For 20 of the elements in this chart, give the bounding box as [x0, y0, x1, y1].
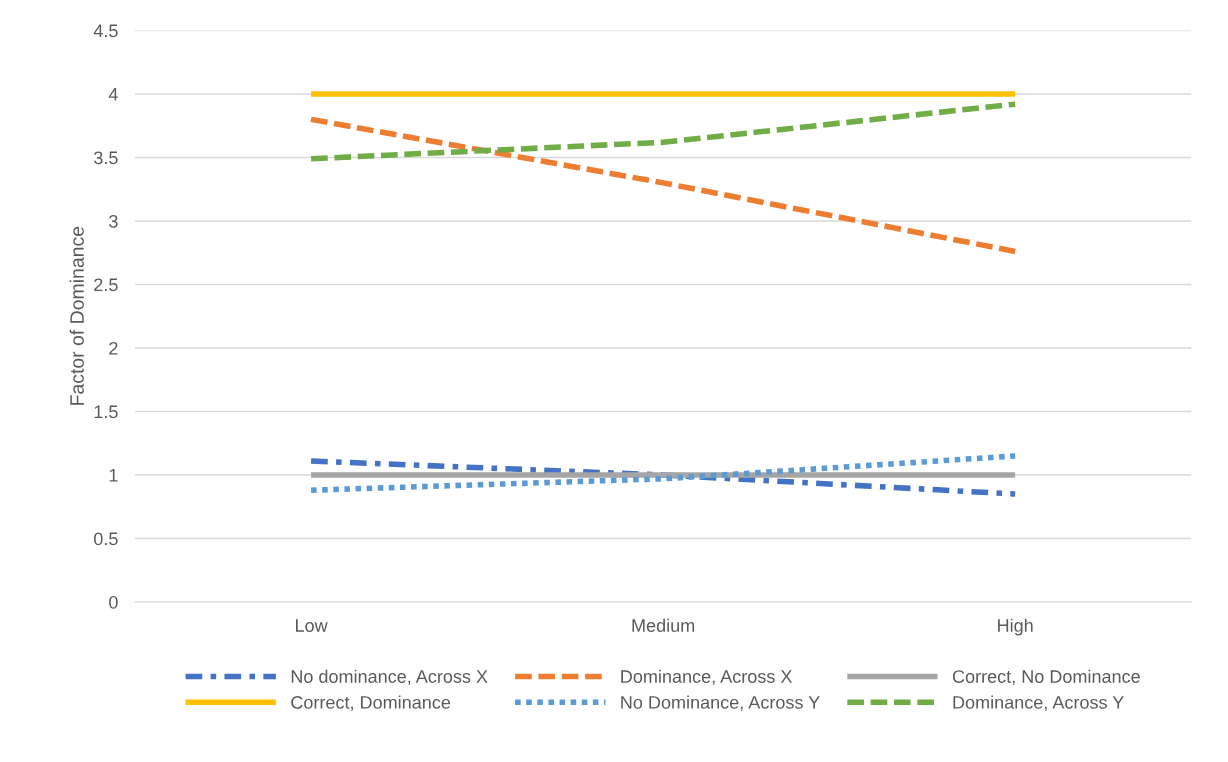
y-tick-label: 1.5 [94, 405, 118, 419]
x-tick-label: Medium [632, 618, 695, 632]
y-tick-label: 4.5 [93, 24, 118, 38]
y-tick-label: 3.5 [94, 151, 118, 165]
legend-label: Dominance, Across X [621, 669, 793, 686]
y-tick-label: 1 [109, 469, 118, 482]
legend-label: No dominance, Across X [291, 669, 488, 686]
y-tick-label: 3 [109, 214, 118, 228]
legend-label: Correct, Dominance [291, 695, 451, 711]
legend-label: Correct, No Dominance [952, 669, 1140, 686]
y-tick-label: 0.5 [94, 532, 118, 546]
legend-label: Dominance, Across Y [953, 695, 1124, 711]
y-tick-label: 0 [109, 595, 118, 609]
x-tick-label: High [998, 618, 1033, 636]
x-tick-label: Low [296, 619, 328, 632]
y-tick-label: 4 [108, 88, 118, 101]
y-axis-title: Factor of Dominance [69, 226, 84, 405]
legend-label: No Dominance, Across Y [621, 695, 820, 711]
y-tick-label: 2 [109, 341, 118, 355]
y-tick-label: 2.5 [94, 278, 118, 292]
